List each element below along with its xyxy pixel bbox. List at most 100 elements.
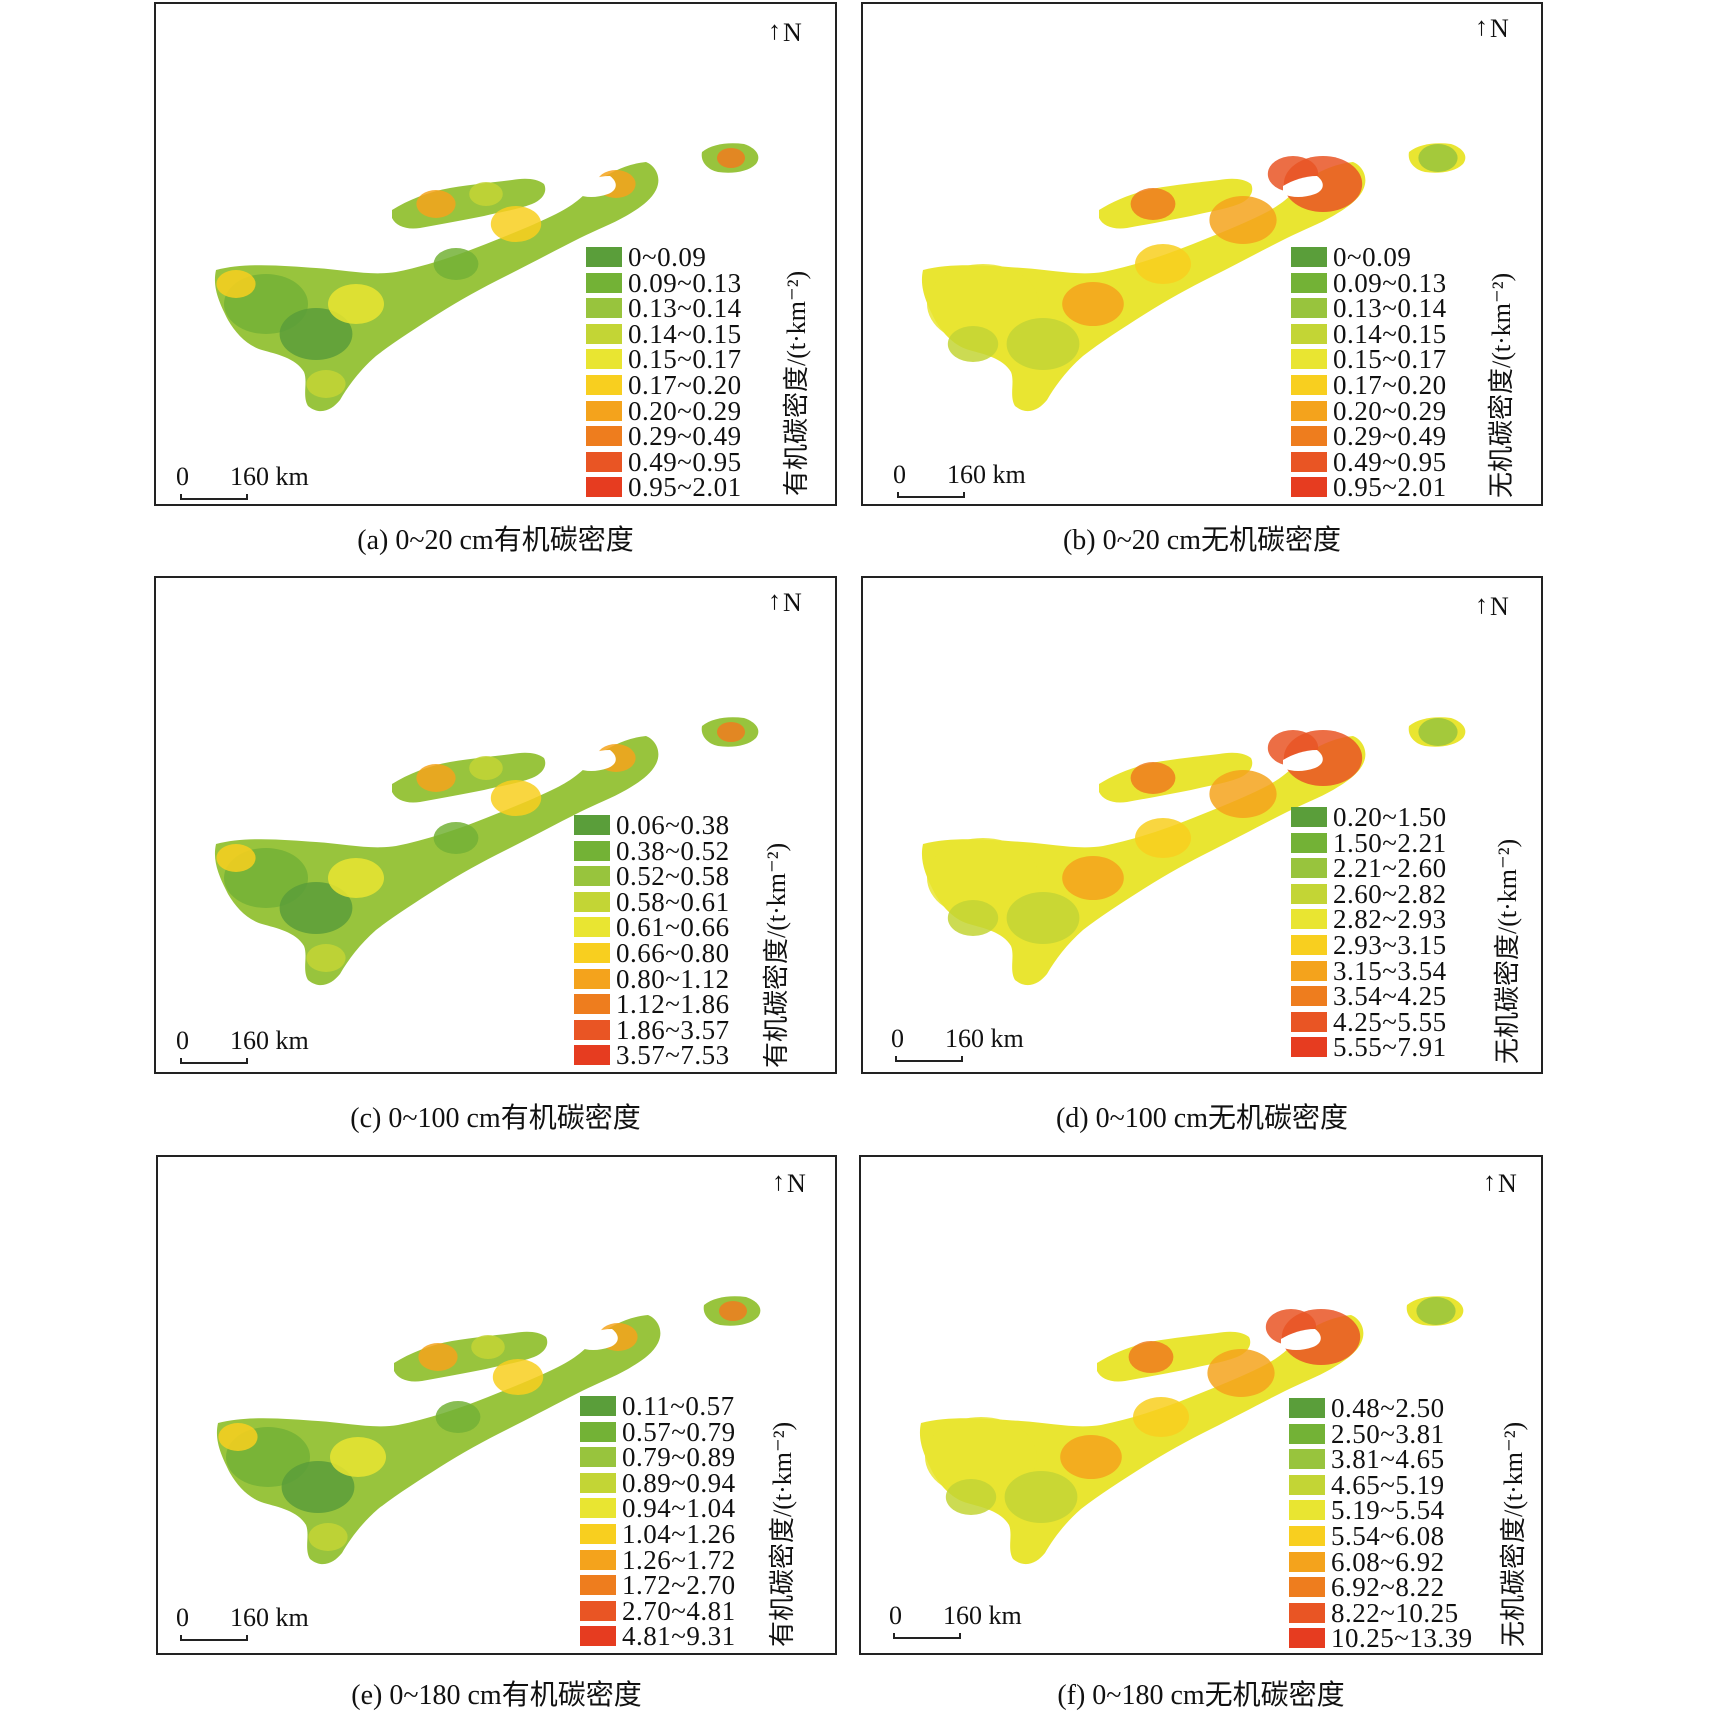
legend-label: 0~0.09	[628, 242, 707, 272]
legend-label: 3.54~4.25	[1333, 981, 1447, 1012]
density-patch	[927, 264, 1039, 344]
density-patch	[717, 722, 745, 742]
scale-bar: 0 160 km	[889, 1601, 1049, 1641]
legend-row: 0~0.09	[1291, 242, 1412, 272]
map-b	[921, 143, 1466, 412]
legend-swatch	[1289, 1551, 1325, 1572]
legend-row: 0.20~1.50	[1291, 804, 1447, 831]
legend-swatch	[1291, 858, 1327, 879]
legend-row: 1.04~1.26	[580, 1519, 736, 1549]
legend-label: 6.08~6.92	[1331, 1546, 1445, 1577]
density-patch	[330, 1437, 386, 1477]
legend-label: 0.49~0.95	[628, 446, 742, 477]
lake-void	[578, 1329, 618, 1350]
lake-void	[576, 750, 616, 771]
legend-swatch	[574, 1019, 610, 1040]
legend-row: 0.52~0.58	[574, 863, 730, 890]
map-region-e	[216, 1296, 761, 1565]
legend-label: 0.13~0.14	[1333, 293, 1447, 324]
legend-row: 4.65~5.19	[1289, 1471, 1445, 1498]
density-patch	[416, 764, 456, 792]
density-patch	[418, 1343, 458, 1371]
legend-swatch	[1291, 986, 1327, 1007]
density-patch	[925, 1417, 1037, 1497]
legend-label: 0.09~0.13	[628, 267, 742, 298]
region-polygon	[1099, 178, 1253, 229]
legend-swatch	[586, 247, 622, 267]
scale-bar: 0 160 km	[891, 1024, 1051, 1064]
legend-label: 0.48~2.50	[1331, 1393, 1445, 1423]
legend-label: 1.26~1.72	[622, 1544, 736, 1575]
density-patch	[1128, 1341, 1174, 1373]
scale-bar-line	[897, 492, 965, 498]
legend-row: 4.25~5.55	[1291, 1008, 1447, 1035]
legend-label: 0.20~0.29	[628, 395, 742, 426]
legend-label: 0.95~2.01	[1333, 472, 1447, 503]
density-patch	[306, 370, 346, 398]
density-patch	[216, 270, 256, 298]
legend-row: 0.15~0.17	[1291, 346, 1447, 373]
legend-swatch	[1289, 1449, 1325, 1470]
legend-row: 2.93~3.15	[1291, 932, 1447, 959]
legend-swatch	[574, 866, 610, 887]
legend-row: 5.19~5.54	[1289, 1495, 1445, 1526]
legend-label: 1.04~1.26	[622, 1519, 736, 1549]
caption-c: (c) 0~100 cm有机碳密度	[350, 1103, 641, 1134]
map-panel-d: ↑ N 0 160 km 0.20~1.50 1.50~2.21 2.21~2.60 2.60…	[861, 576, 1543, 1074]
legend-swatch	[1291, 400, 1327, 421]
legend-swatch	[1291, 272, 1327, 293]
legend-swatch	[574, 994, 610, 1015]
legend-swatch	[1291, 298, 1327, 319]
north-arrow-icon: ↑	[768, 16, 781, 45]
legend-label: 5.55~7.91	[1333, 1032, 1447, 1063]
north-label: N	[783, 588, 802, 617]
legend-row: 0.17~0.20	[586, 372, 742, 399]
legend-label: 8.22~10.25	[1331, 1597, 1459, 1628]
legend-label: 0.29~0.49	[1333, 421, 1447, 452]
scale-distance: 160 km	[943, 1601, 1022, 1630]
legend-swatch	[580, 1575, 616, 1596]
map-region-d	[921, 717, 1466, 986]
legend-row: 5.55~7.91	[1291, 1032, 1447, 1063]
north-arrow: ↑ N	[772, 1169, 806, 1199]
legend-row: 0.17~0.20	[1291, 372, 1447, 399]
legend-row: 0.29~0.49	[1291, 421, 1447, 452]
scale-bar-line	[180, 494, 248, 500]
legend-swatch	[586, 375, 622, 395]
legend-swatch	[1289, 1500, 1325, 1521]
legend-row: 0.58~0.61	[574, 888, 730, 915]
legend-label: 2.60~2.82	[1333, 878, 1447, 909]
scale-distance: 160 km	[945, 1024, 1024, 1053]
legend-row: 6.08~6.92	[1289, 1546, 1445, 1577]
legend-swatch	[1289, 1474, 1325, 1495]
density-patch	[279, 882, 353, 934]
legend-swatch	[574, 891, 610, 912]
legend-row: 6.92~8.22	[1289, 1574, 1445, 1601]
legend-swatch	[574, 968, 610, 989]
legend-swatch	[1291, 451, 1327, 472]
legend-title: 有机碳密度/(t·km⁻²)	[768, 1421, 797, 1647]
legend-row: 0.79~0.89	[580, 1442, 736, 1473]
legend-label: 0.79~0.89	[622, 1442, 736, 1473]
legend-label: 4.81~9.31	[622, 1621, 736, 1652]
north-label: N	[783, 18, 802, 47]
density-patch	[328, 858, 384, 898]
north-arrow-icon: ↑	[1475, 590, 1488, 619]
legend-label: 5.19~5.54	[1331, 1495, 1445, 1526]
legend-label: 0~0.09	[1333, 242, 1412, 272]
legend-label: 0.29~0.49	[628, 421, 742, 452]
north-arrow-icon: ↑	[1475, 12, 1488, 41]
legend-row: 0.66~0.80	[574, 940, 730, 967]
lake-void	[576, 176, 616, 197]
map-region-c	[214, 717, 759, 986]
legend-row: 2.50~3.81	[1289, 1420, 1445, 1447]
legend-row: 0.15~0.17	[586, 346, 742, 373]
scale-bar: 0 160 km	[893, 460, 1053, 500]
legend-row: 0.09~0.13	[1291, 269, 1447, 296]
density-patch	[281, 1461, 355, 1513]
legend-row: 2.70~4.81	[580, 1597, 736, 1624]
scale-bar-line	[895, 1056, 963, 1062]
legend-row: 3.81~4.65	[1289, 1446, 1445, 1473]
legend-swatch	[580, 1549, 616, 1570]
legend-row: 0.57~0.79	[580, 1418, 736, 1445]
